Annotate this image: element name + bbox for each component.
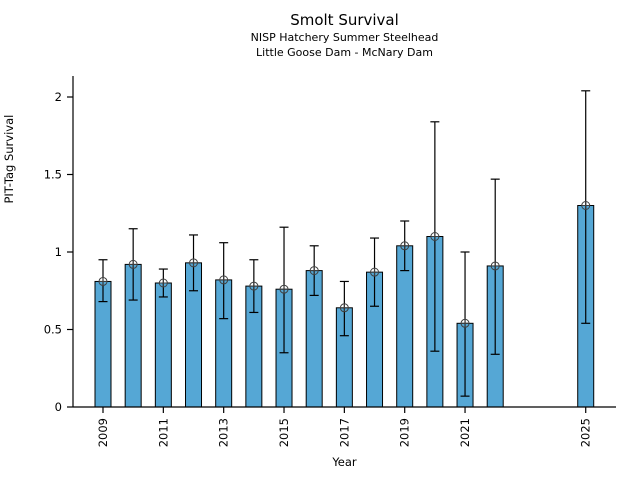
- x-tick-label-2017: 2017: [337, 418, 351, 447]
- y-tick-label-0.5: 0.5: [44, 323, 62, 337]
- y-axis-label: PIT-Tag Survival: [2, 114, 16, 204]
- x-tick-label-2015: 2015: [277, 418, 291, 447]
- y-tick-label-1.5: 1.5: [44, 168, 62, 182]
- bar-2011: [154, 282, 172, 408]
- chart-subtitle-line2: Little Goose Dam - McNary Dam: [256, 46, 433, 59]
- chart-subtitle-line1: NISP Hatchery Summer Steelhead: [250, 31, 439, 44]
- x-tick-label-2013: 2013: [217, 418, 231, 447]
- x-tick-label-2009: 2009: [96, 418, 110, 447]
- y-tick-label-1: 1: [55, 245, 62, 259]
- x-tick-label-2021: 2021: [458, 418, 472, 447]
- x-tick-label-2025: 2025: [579, 418, 593, 447]
- y-tick-label-0: 0: [55, 400, 62, 414]
- x-axis-label: Year: [332, 455, 357, 469]
- y-tick-label-2: 2: [55, 90, 62, 104]
- x-tick-label-2011: 2011: [156, 418, 170, 447]
- chart-title: Smolt Survival: [290, 11, 399, 29]
- x-tick-label-2019: 2019: [398, 418, 412, 447]
